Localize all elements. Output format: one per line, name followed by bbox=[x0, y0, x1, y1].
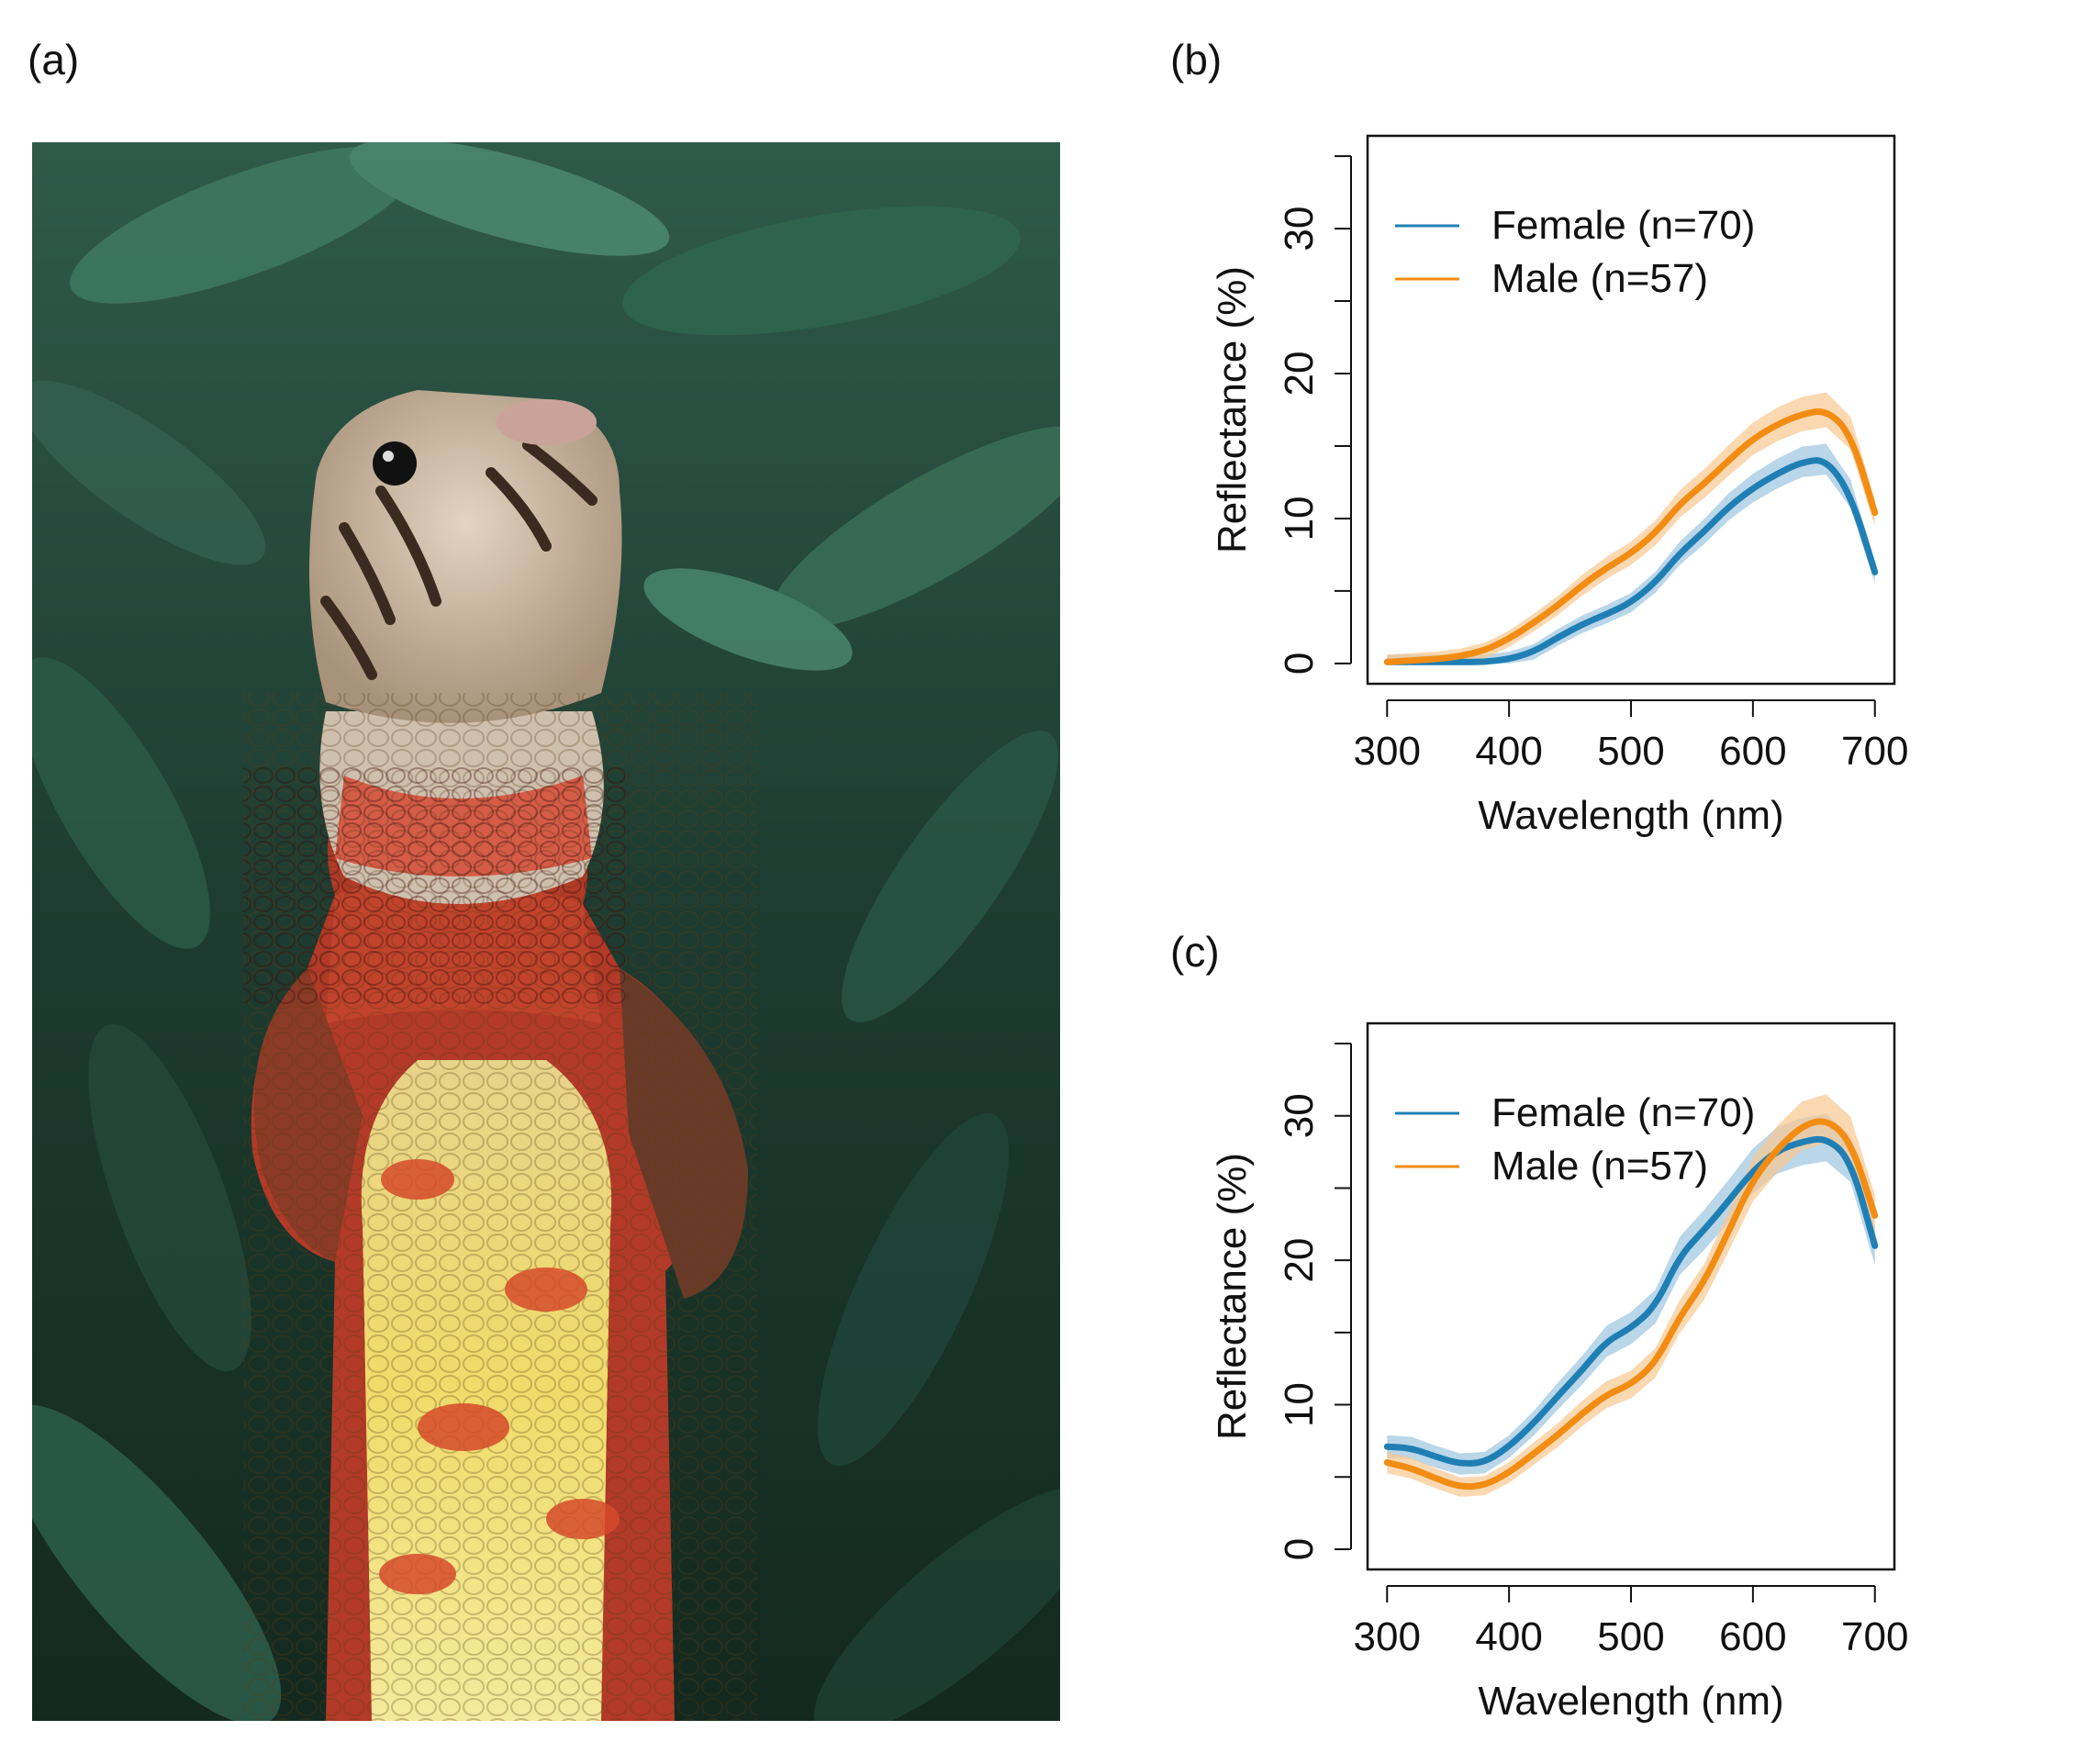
series-band-0 bbox=[1387, 1113, 1875, 1475]
x-tick-label: 300 bbox=[1354, 1614, 1421, 1659]
x-tick-label: 500 bbox=[1597, 729, 1664, 774]
series-band-1 bbox=[1387, 392, 1875, 664]
chart-b: 300 400 500 600 700 Wavelength (nm) 0 10 20 30 Ref… bbox=[1210, 134, 1908, 838]
y-tick-label: 30 bbox=[1277, 207, 1322, 251]
panel-label-b: (b) bbox=[1170, 36, 1223, 84]
x-tick-label: 600 bbox=[1719, 1614, 1786, 1659]
series-line-0 bbox=[1383, 1135, 1879, 1467]
x-tick-label: 500 bbox=[1597, 1614, 1664, 1659]
series-band-0 bbox=[1387, 443, 1875, 664]
series-line-0 bbox=[1383, 457, 1879, 665]
legend-label-0: Female (n=70) bbox=[1491, 1090, 1755, 1135]
panel-label-a: (a) bbox=[28, 36, 80, 84]
x-tick-label: 600 bbox=[1719, 729, 1786, 774]
y-axis-title: Reflectance (%) bbox=[1210, 1153, 1255, 1440]
x-tick-label: 400 bbox=[1475, 729, 1542, 774]
panel-label-c: (c) bbox=[1170, 928, 1220, 976]
plot-frame bbox=[1366, 134, 1896, 686]
legend-label-1: Male (n=57) bbox=[1491, 1144, 1708, 1189]
x-tick-label: 400 bbox=[1475, 1614, 1542, 1659]
y-tick-label: 10 bbox=[1277, 496, 1322, 541]
series-line-1 bbox=[1383, 1118, 1879, 1491]
y-tick-label: 20 bbox=[1277, 352, 1322, 396]
legend-label-1: Male (n=57) bbox=[1491, 256, 1708, 301]
x-tick-label: 700 bbox=[1841, 729, 1908, 774]
x-axis-title: Wavelength (nm) bbox=[1478, 793, 1783, 838]
series-band-1 bbox=[1387, 1094, 1875, 1497]
lizard-photo bbox=[32, 142, 1060, 1721]
y-tick-label: 20 bbox=[1277, 1238, 1322, 1283]
y-tick-label: 0 bbox=[1277, 1538, 1322, 1560]
x-tick-label: 700 bbox=[1841, 1614, 1908, 1659]
series-line-1 bbox=[1383, 408, 1879, 665]
y-tick-label: 30 bbox=[1277, 1093, 1322, 1138]
lizard-illustration bbox=[32, 142, 1060, 1721]
legend-label-0: Female (n=70) bbox=[1491, 203, 1755, 248]
y-tick-label: 0 bbox=[1277, 653, 1322, 675]
y-tick-label: 10 bbox=[1277, 1382, 1322, 1427]
x-axis-title: Wavelength (nm) bbox=[1478, 1679, 1783, 1724]
chart-c: 300 400 500 600 700 Wavelength (nm) 0 10 20 30 Ref… bbox=[1210, 1022, 1908, 1724]
x-tick-label: 300 bbox=[1354, 729, 1421, 774]
y-axis-title: Reflectance (%) bbox=[1210, 266, 1255, 553]
plot-frame bbox=[1366, 1022, 1896, 1571]
